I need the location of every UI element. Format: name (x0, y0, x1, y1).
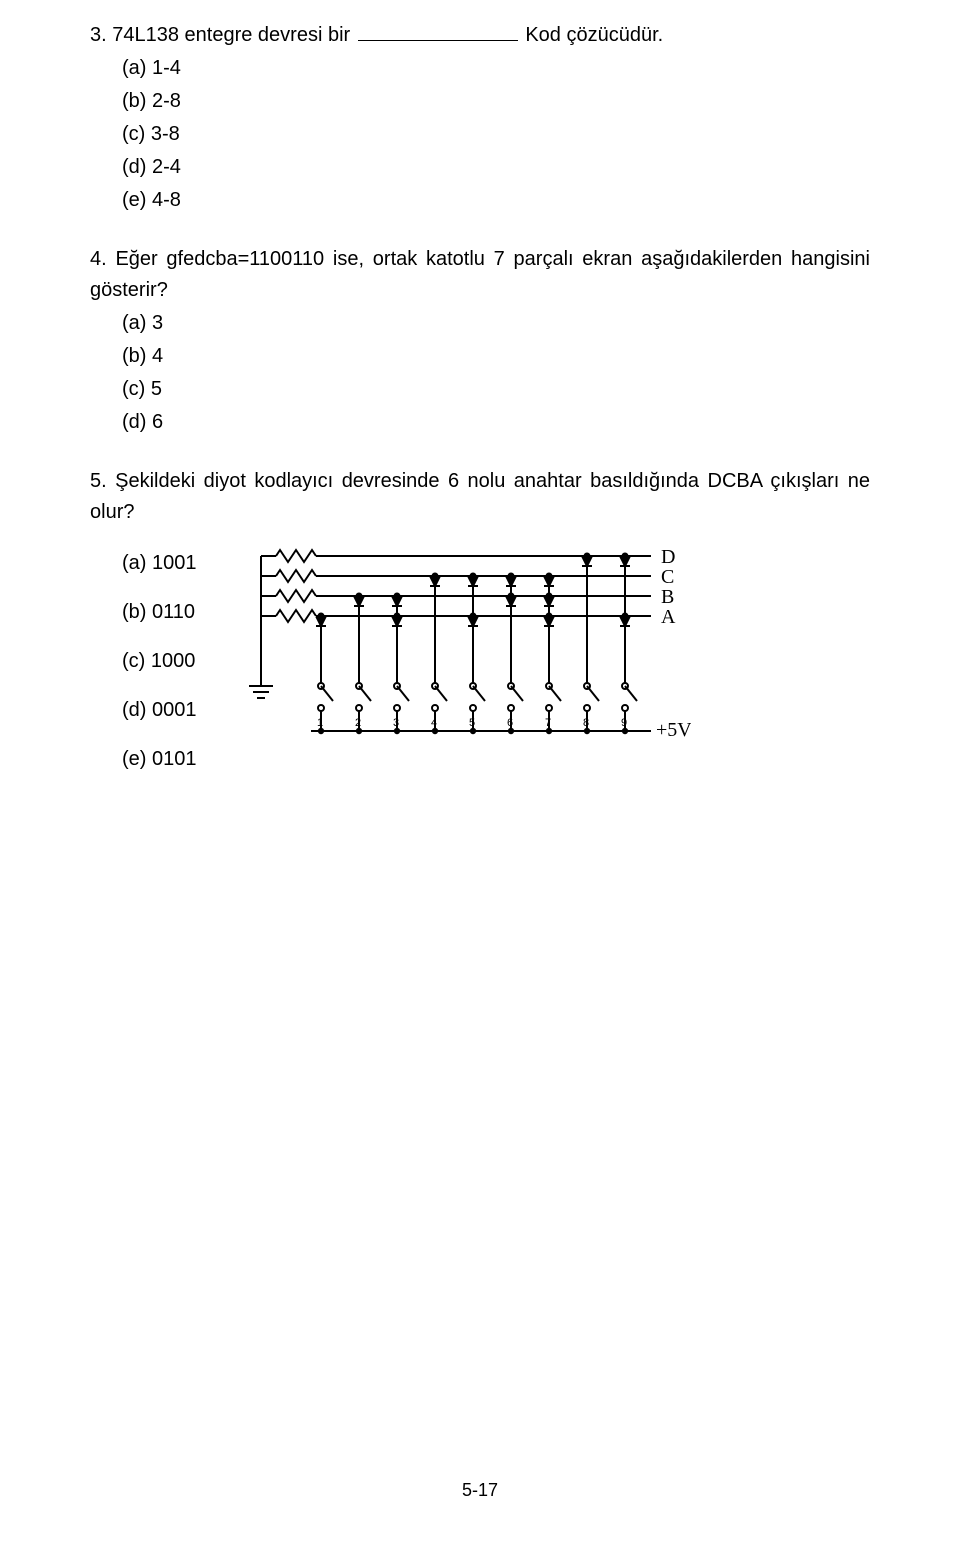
question-3-number: 3. (90, 24, 107, 46)
option-5e: (e) 0101 (122, 744, 197, 775)
question-3-before: 74L138 entegre devresi bir (112, 24, 350, 46)
question-5-body: Şekildeki diyot kodlayıcı devresinde 6 n… (90, 470, 870, 523)
option-4b: (b) 4 (122, 341, 870, 372)
svg-text:C: C (661, 566, 674, 588)
option-3b: (b) 2-8 (122, 86, 870, 117)
option-4a: (a) 3 (122, 308, 870, 339)
question-4-options: (a) 3 (b) 4 (c) 5 (d) 6 (90, 308, 870, 438)
svg-text:A: A (661, 606, 676, 628)
question-4: 4. Eğer gfedcba=1100110 ise, ortak katot… (90, 244, 870, 438)
option-4c: (c) 5 (122, 374, 870, 405)
question-3-text: 3. 74L138 entegre devresi bir Kod çözücü… (90, 20, 870, 51)
svg-text:4: 4 (431, 717, 437, 729)
question-3-blank (358, 20, 518, 41)
svg-text:2: 2 (355, 717, 361, 729)
svg-text:7: 7 (545, 717, 551, 729)
question-5-text: 5. Şekildeki diyot kodlayıcı devresinde … (90, 466, 870, 528)
option-5b: (b) 0110 (122, 597, 197, 628)
circuit-svg: 1 2 3 4 5 6 7 8 9 DCBA +5V (221, 536, 691, 766)
question-4-number: 4. (90, 248, 107, 270)
question-3-after: Kod çözücüdür. (525, 24, 663, 46)
option-4d: (d) 6 (122, 407, 870, 438)
question-4-text: 4. Eğer gfedcba=1100110 ise, ortak katot… (90, 244, 870, 306)
svg-text:B: B (661, 586, 674, 608)
option-3e: (e) 4-8 (122, 185, 870, 216)
option-5d: (d) 0001 (122, 695, 197, 726)
question-3-options: (a) 1-4 (b) 2-8 (c) 3-8 (d) 2-4 (e) 4-8 (90, 53, 870, 216)
svg-text:6: 6 (507, 717, 513, 729)
circuit-diagram: 1 2 3 4 5 6 7 8 9 DCBA +5V (221, 536, 691, 776)
option-5c: (c) 1000 (122, 646, 197, 677)
svg-text:1: 1 (317, 717, 323, 729)
svg-text:D: D (661, 546, 675, 568)
svg-text:5: 5 (469, 717, 475, 729)
svg-text:3: 3 (393, 717, 399, 729)
svg-text:9: 9 (621, 717, 627, 729)
question-4-body: Eğer gfedcba=1100110 ise, ortak katotlu … (90, 248, 870, 301)
question-5-number: 5. (90, 470, 107, 492)
question-5: 5. Şekildeki diyot kodlayıcı devresinde … (90, 466, 870, 793)
svg-text:8: 8 (583, 717, 589, 729)
option-3c: (c) 3-8 (122, 119, 870, 150)
question-3: 3. 74L138 entegre devresi bir Kod çözücü… (90, 20, 870, 216)
option-3d: (d) 2-4 (122, 152, 870, 183)
option-3a: (a) 1-4 (122, 53, 870, 84)
svg-text:+5V: +5V (656, 719, 691, 741)
option-5a: (a) 1001 (122, 548, 197, 579)
page-number: 5-17 (0, 1480, 960, 1501)
question-5-options: (a) 1001 (b) 0110 (c) 1000 (d) 0001 (e) … (90, 530, 197, 793)
